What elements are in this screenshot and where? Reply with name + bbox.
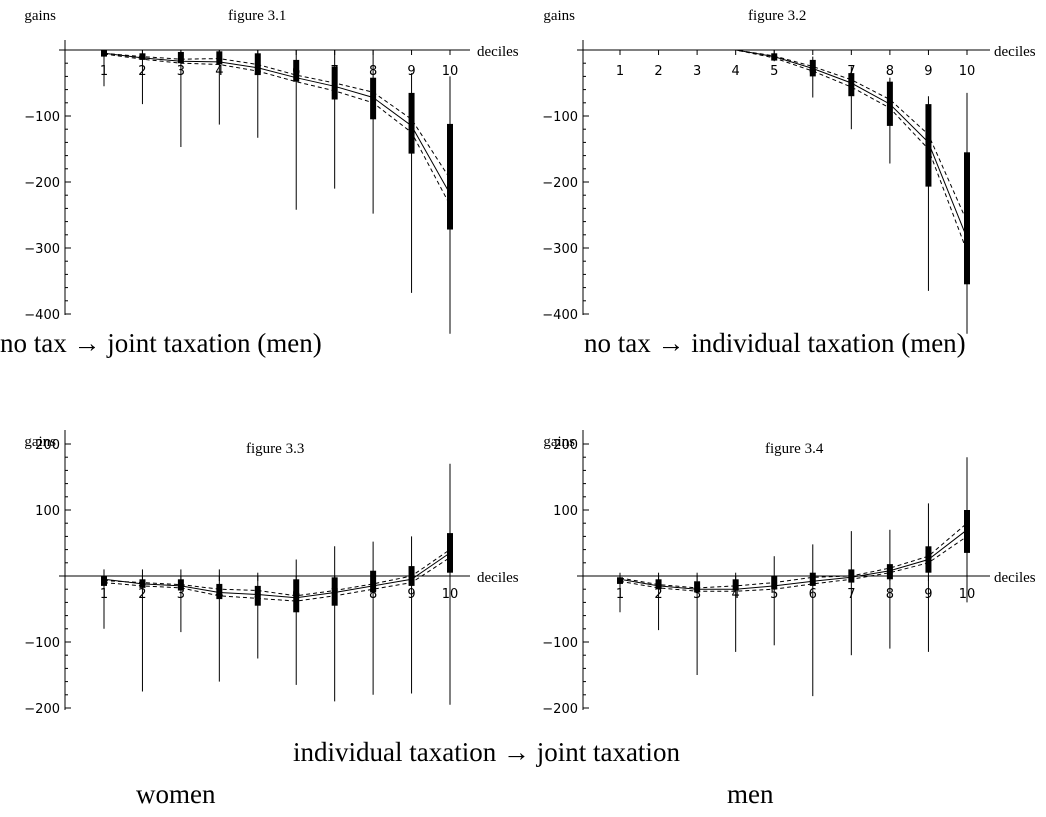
p2-series-line-dashed-2 (620, 49, 968, 252)
p1-box (177, 51, 184, 64)
p1-y-tick-label: −200 (24, 176, 60, 191)
p1-box (370, 77, 377, 120)
p4-box (655, 579, 662, 590)
p3-y-tick-label: 200 (35, 438, 60, 453)
p4-y-axis-label: gains (543, 434, 575, 450)
p2-y-tick-label: −100 (542, 110, 578, 125)
p3-box (331, 577, 338, 606)
p2-y-tick-label: −400 (542, 308, 578, 323)
p3-y-tick-label: 100 (35, 504, 60, 519)
caption-figure-3-2: no tax → individual taxation (men) (584, 328, 966, 358)
p2-x-tick-label: 5 (770, 64, 778, 79)
p2-x-tick-label: 3 (693, 64, 701, 79)
p4-y-tick-label: −100 (542, 636, 578, 651)
p2-x-tick-label: 1 (616, 64, 624, 79)
p1-x-axis-label: deciles (477, 44, 519, 60)
p4-y-tick-label: 200 (553, 438, 578, 453)
p4-box (694, 581, 701, 593)
p2-x-tick-label: 9 (924, 64, 932, 79)
p3-title: figure 3.3 (246, 441, 304, 457)
p2-x-tick-label: 2 (654, 64, 662, 79)
p1-box (216, 51, 223, 65)
p3-series-line-dashed-1 (103, 549, 451, 597)
p1-series-line-dashed-1 (103, 52, 451, 179)
p2-x-tick-label: 4 (732, 64, 740, 79)
p1-box (293, 59, 300, 82)
p1-series-line-dashed-2 (103, 53, 451, 206)
p4-box (886, 564, 893, 580)
p2-title: figure 3.2 (748, 8, 806, 24)
p1-box (408, 92, 415, 154)
p1-series-line-solid (103, 52, 451, 195)
p2-series-line-dashed-1 (620, 49, 968, 222)
p2-box (964, 152, 970, 285)
p2-box (848, 73, 855, 97)
p2-box (925, 104, 932, 187)
p3-series-line-solid (103, 552, 451, 599)
p3-box (447, 533, 453, 573)
p2-y-axis-label: gains (543, 8, 575, 24)
p2-x-tick-label: 10 (959, 64, 976, 79)
p4-series-line-dashed-2 (619, 535, 968, 592)
p1-x-tick-label: 9 (407, 64, 415, 79)
p4-x-axis-label: deciles (994, 570, 1036, 586)
p3-y-tick-label: −200 (24, 702, 60, 717)
p3-y-axis-label: gains (24, 434, 56, 450)
p1-y-tick-label: −300 (24, 242, 60, 257)
p4-box (964, 510, 970, 553)
p2-x-tick-label: 8 (886, 64, 894, 79)
p2-series-line-solid (620, 49, 968, 239)
p4-y-tick-label: 100 (553, 504, 578, 519)
p3-box (370, 570, 377, 593)
p1-x-tick-label: 10 (442, 64, 459, 79)
p2-x-axis-label: deciles (994, 44, 1036, 60)
p4-box (809, 572, 816, 586)
p1-box (447, 123, 453, 230)
caption-women: women (136, 779, 216, 809)
p4-y-tick-label: −200 (542, 702, 578, 717)
p1-title: figure 3.1 (228, 8, 286, 24)
p2-y-tick-label: −300 (542, 242, 578, 257)
p3-y-tick-label: −100 (24, 636, 60, 651)
p1-y-tick-label: −100 (24, 110, 60, 125)
p4-box (732, 579, 739, 591)
caption-transition: individual taxation → joint taxation (293, 737, 680, 767)
p2-y-tick-label: −200 (542, 176, 578, 191)
p3-x-axis-label: deciles (477, 570, 519, 586)
caption-men: men (727, 779, 774, 809)
p3-series-line-dashed-2 (103, 557, 451, 602)
p1-y-axis-label: gains (24, 8, 56, 24)
caption-figure-3-1: no tax → joint taxation (men) (0, 328, 322, 358)
p4-series-line-dashed-1 (619, 522, 968, 589)
p4-series-line-solid (619, 529, 968, 590)
p4-title: figure 3.4 (765, 441, 824, 457)
p4-box (617, 577, 623, 584)
p3-box (216, 583, 223, 600)
p3-box (254, 585, 261, 606)
p1-y-tick-label: −400 (24, 308, 60, 323)
